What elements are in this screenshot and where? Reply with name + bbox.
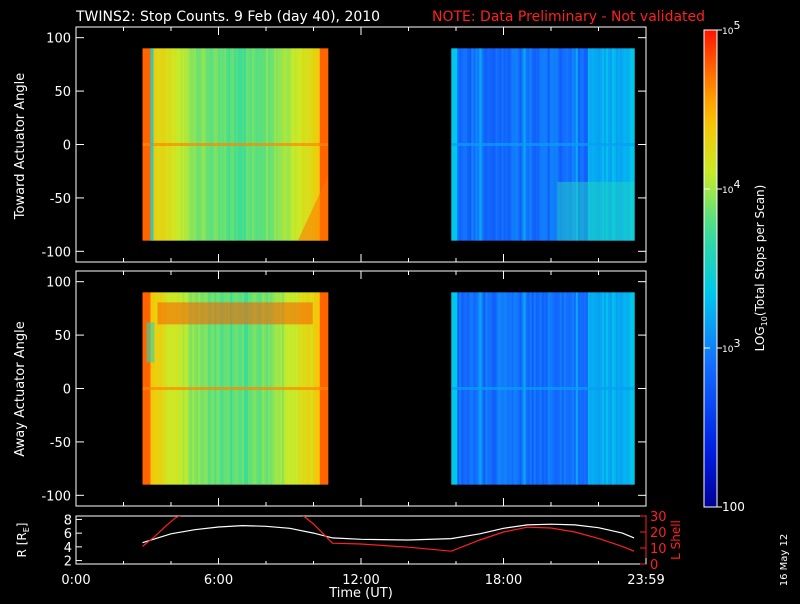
orbit-y2-tick-label: 10 — [650, 542, 667, 557]
colorbar-tick-label: 100 — [722, 500, 745, 514]
x-axis-label: Time (UT) — [328, 586, 393, 600]
y-tick-label: 50 — [54, 85, 71, 100]
x-tick-label: 0:00 — [61, 573, 90, 588]
y-tick-label: 100 — [46, 276, 71, 291]
zero-angle-band — [142, 387, 328, 390]
x-tick-label: 18:00 — [485, 573, 522, 588]
heatmap-segment-evening — [451, 48, 635, 241]
orbit-y-tick-label: 6 — [64, 527, 72, 542]
y-tick-label: -100 — [41, 489, 71, 504]
orbit-y-axis-label: R [RE] — [15, 523, 31, 558]
orbit-y2-tick-label: 20 — [650, 526, 667, 541]
data-preliminary-note: NOTE: Data Preliminary - Not validated — [432, 9, 705, 25]
zero-angle-band — [451, 143, 635, 146]
y-tick-label: -100 — [41, 245, 71, 260]
colorbar-label: LOG10(Total Stops per Scan) — [753, 185, 769, 352]
y-tick-label: 50 — [54, 329, 71, 344]
orbit-y2-tick-label: 0 — [650, 558, 658, 573]
y-tick-label: 0 — [63, 139, 71, 154]
orbit-y-tick-label: 2 — [64, 555, 72, 570]
heatmap-feature — [557, 181, 635, 241]
y-tick-label: 100 — [46, 32, 71, 47]
heatmap-segment-evening — [451, 292, 635, 485]
heatmap-feature — [146, 322, 155, 363]
heatmap-segment-morning — [142, 292, 329, 485]
orbit-y2-axis-label: L Shell — [669, 520, 683, 560]
colorbar-tick-label: 104 — [722, 178, 740, 196]
y-tick-label: -50 — [50, 436, 71, 451]
zero-angle-band — [142, 143, 328, 146]
x-tick-label: 12:00 — [342, 573, 379, 588]
away-angle-panel: -100 -50 0 50 100 Away Actuator Angle — [13, 270, 647, 507]
y-tick-label: -50 — [50, 192, 71, 207]
zero-angle-band — [451, 387, 635, 390]
orbit-y2-tick-label: 30 — [650, 510, 667, 525]
heatmap-feature — [157, 302, 313, 325]
x-tick-label: 23:59 — [627, 573, 664, 588]
heatmap-feature — [297, 176, 328, 241]
colorbar: 105 104 103 100 LOG10(Total Stops per Scan) — [703, 19, 769, 514]
orbit-y-tick-label: 8 — [64, 513, 72, 528]
y-tick-label: 0 — [63, 383, 71, 398]
heatmap-segment-morning — [142, 48, 329, 241]
chart-title: TWINS2: Stop Counts. 9 Feb (day 40), 201… — [75, 9, 380, 25]
colorbar-gradient — [703, 29, 718, 508]
away-y-axis-label: Away Actuator Angle — [13, 321, 28, 456]
x-tick-label: 6:00 — [204, 573, 233, 588]
colorbar-tick-label: 105 — [722, 19, 740, 37]
heatmap-feature — [150, 48, 154, 241]
toward-angle-panel: -100 -50 0 50 100 Toward Actuator Angle — [13, 26, 647, 263]
date-stamp: 16 May 12 — [779, 534, 790, 586]
orbit-y-tick-label: 4 — [64, 541, 72, 556]
colorbar-tick-label: 103 — [722, 337, 740, 355]
l-shell-line — [142, 516, 635, 552]
orbit-panel-frame — [75, 515, 647, 565]
radius-line — [142, 523, 635, 544]
toward-y-axis-label: Toward Actuator Angle — [13, 73, 28, 220]
